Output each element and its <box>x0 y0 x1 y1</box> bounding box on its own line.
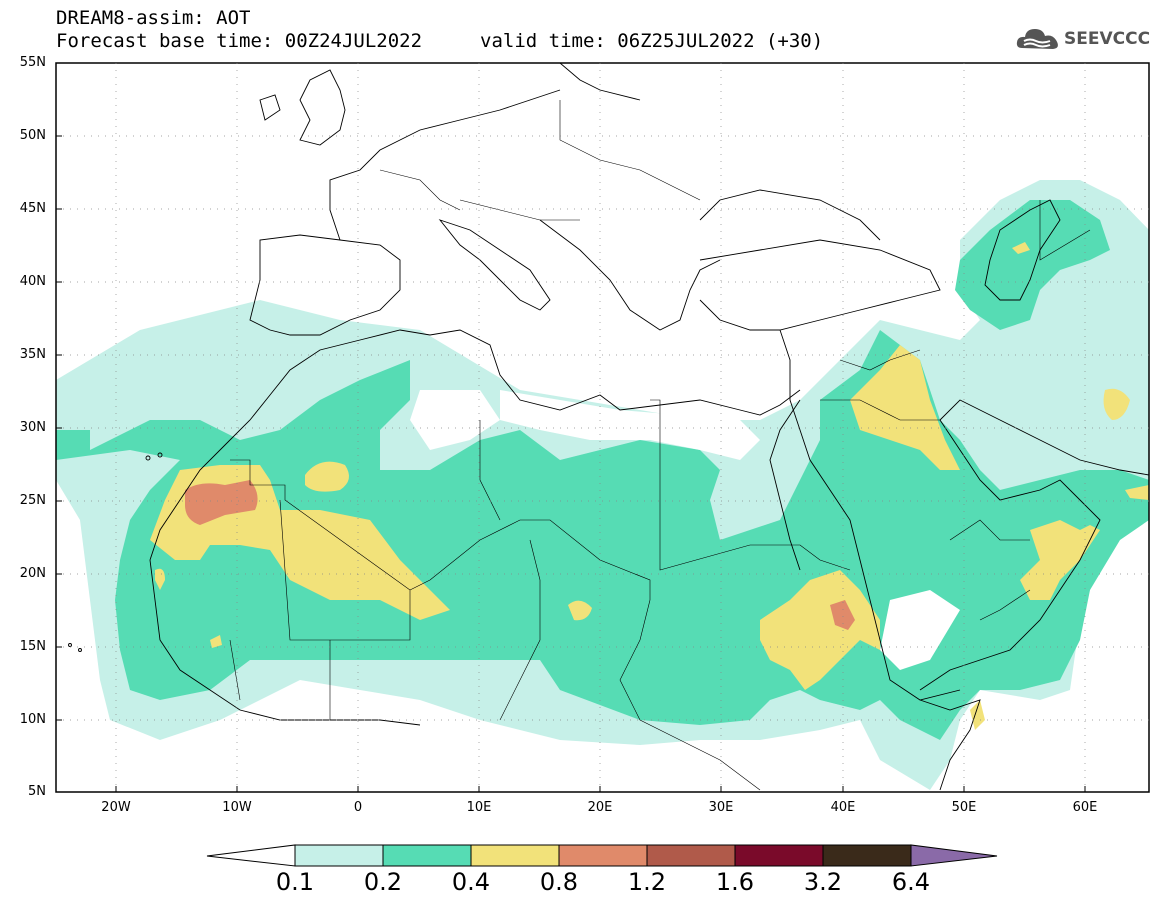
lon-label: 10W <box>222 800 252 815</box>
lat-label: 10N <box>19 712 46 727</box>
axis-ticks <box>56 62 1086 792</box>
aot-contour-0.4-blob4 <box>210 635 222 648</box>
aot-contour-0.2-caspian <box>955 200 1110 330</box>
lon-label: 40E <box>830 800 856 815</box>
aot-contour-0.4-somalia <box>970 700 985 730</box>
aot-contour-0.4-oman <box>1020 520 1100 600</box>
colorbar-segment-3 <box>470 844 560 867</box>
coastlines <box>68 63 1149 791</box>
colorbar-under-arrow <box>206 844 296 867</box>
colorbar-segment-6 <box>734 844 824 867</box>
lat-label: 15N <box>19 639 46 654</box>
lat-label: 30N <box>19 420 46 435</box>
aot-contour-0.4-iran <box>1103 388 1130 420</box>
seevccc-logo: SEEVCCC <box>1016 24 1156 56</box>
lon-label: 10E <box>466 800 492 815</box>
aot-contour-0.4-arabia-e <box>1125 485 1149 500</box>
aot-contour-0.4-blob2 <box>155 568 165 590</box>
lon-label: 20W <box>101 800 131 815</box>
lat-label: 50N <box>19 128 46 143</box>
cloud-icon <box>1016 29 1058 49</box>
colorbar-label: 6.4 <box>891 868 931 896</box>
lon-label: 50E <box>951 800 977 815</box>
colorbar-label: 1.6 <box>715 868 755 896</box>
map-title: DREAM8-assim: AOT <box>56 7 251 29</box>
aot-contour-0.4-caspian <box>1012 242 1030 254</box>
lon-label: 30E <box>708 800 734 815</box>
colorbar-label: 0.1 <box>275 868 315 896</box>
lat-label: 20N <box>19 566 46 581</box>
colorbar-over-arrow <box>910 844 998 867</box>
lat-label: 55N <box>19 55 46 70</box>
graticule <box>56 63 1149 792</box>
base-time: Forecast base time: 00Z24JUL2022 <box>56 30 423 52</box>
colorbar-segment-4 <box>558 844 648 867</box>
aot-contour-0.4-blob1 <box>305 461 349 492</box>
lat-label: 35N <box>19 347 46 362</box>
lat-label: 40N <box>19 274 46 289</box>
valid-time: valid time: 06Z25JUL2022 (+30) <box>480 30 824 52</box>
country-borders <box>229 100 1091 791</box>
lat-label: 25N <box>19 493 46 508</box>
aot-contour-0.8-eritrea <box>830 600 855 630</box>
colorbar-segment-5 <box>646 844 736 867</box>
aot-contour-0.4-iraq <box>850 345 960 470</box>
colorbar-segment-1 <box>294 844 384 867</box>
colorbar-label: 0.4 <box>451 868 491 896</box>
logo-text: SEEVCCC <box>1064 29 1151 49</box>
aot-contour-0.4-sudan <box>760 570 880 690</box>
aot-field <box>56 180 1149 790</box>
aot-contour-0.4-blob3 <box>568 600 592 621</box>
colorbar-label: 1.2 <box>627 868 667 896</box>
lat-label: 45N <box>19 201 46 216</box>
aot-contour-0.8-mauritania <box>185 480 258 525</box>
colorbar-label: 0.2 <box>363 868 403 896</box>
lon-label: 20E <box>587 800 613 815</box>
lon-label: 60E <box>1072 800 1098 815</box>
colorbar-segment-2 <box>382 844 472 867</box>
colorbar-segment-7 <box>822 844 912 867</box>
colorbar-label: 0.8 <box>539 868 579 896</box>
lon-label: 0 <box>353 800 363 815</box>
lat-label: 5N <box>28 784 46 799</box>
colorbar <box>206 844 998 867</box>
colorbar-label: 3.2 <box>803 868 843 896</box>
